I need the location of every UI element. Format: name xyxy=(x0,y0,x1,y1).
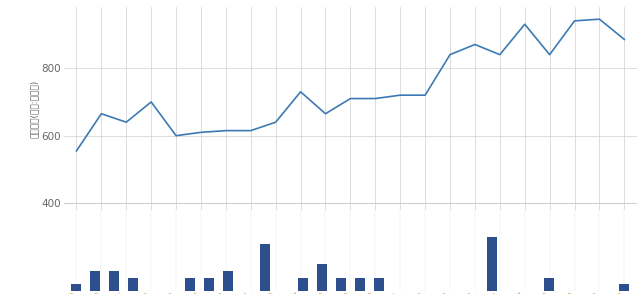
Bar xyxy=(185,278,195,291)
Bar xyxy=(72,284,81,291)
Bar xyxy=(223,271,232,291)
Bar xyxy=(544,278,554,291)
Bar xyxy=(90,271,100,291)
Bar xyxy=(487,237,497,291)
Bar xyxy=(374,278,384,291)
Bar xyxy=(204,278,214,291)
Bar xyxy=(298,278,308,291)
Bar xyxy=(317,264,327,291)
Bar xyxy=(109,271,119,291)
Bar xyxy=(355,278,365,291)
Bar xyxy=(336,278,346,291)
Bar xyxy=(260,244,271,291)
Y-axis label: 거래금액(단위:백만원): 거래금액(단위:백만원) xyxy=(30,80,39,138)
Bar xyxy=(128,278,138,291)
Bar xyxy=(620,284,629,291)
